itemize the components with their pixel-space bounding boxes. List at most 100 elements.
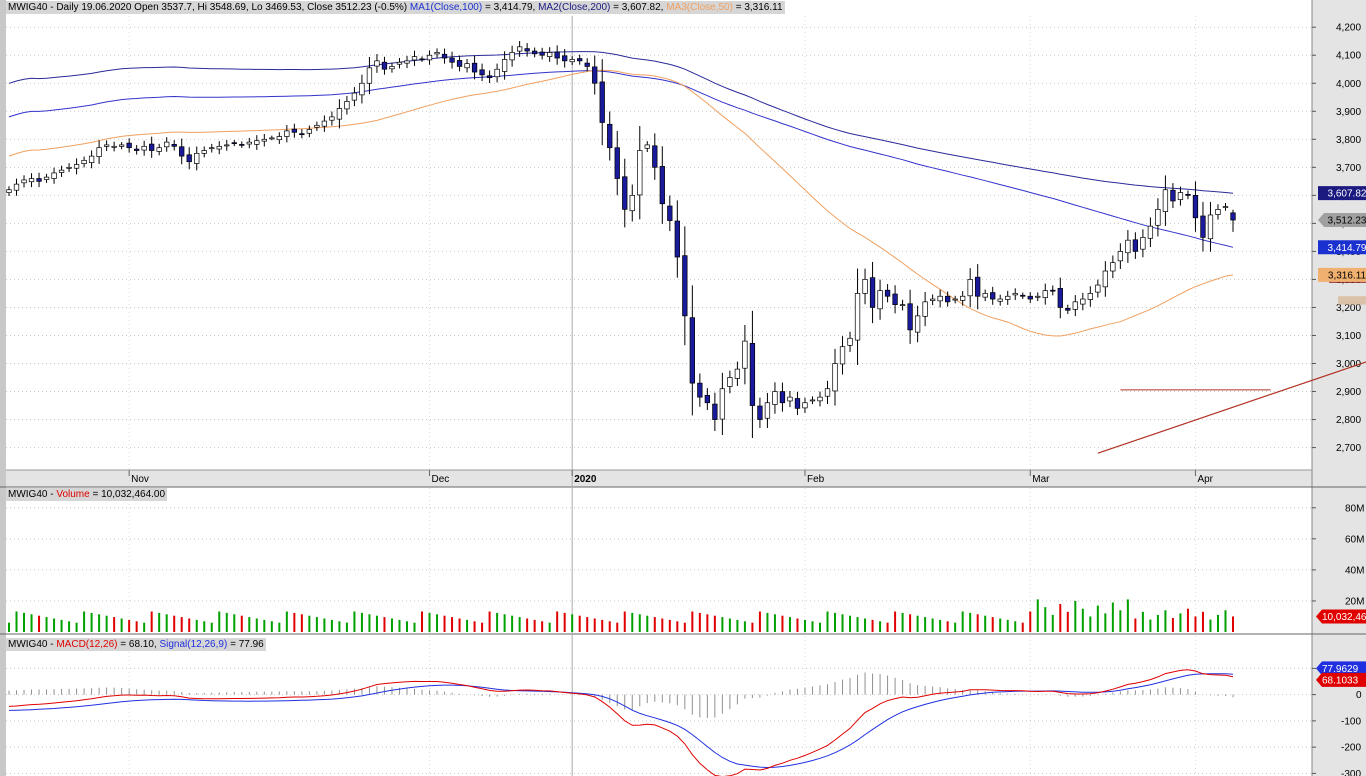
- volume-bar: [743, 621, 746, 632]
- volume-bar: [698, 612, 701, 632]
- volume-bar: [503, 614, 506, 632]
- price-candle: [118, 144, 125, 147]
- price-candle: [58, 169, 65, 173]
- signal-legend-value: = 77.96: [227, 639, 264, 650]
- volume-bar: [451, 617, 454, 632]
- price-candle: [134, 148, 140, 151]
- price-candle: [637, 150, 643, 196]
- price-axis-label: 4,200: [1336, 23, 1361, 34]
- volume-bar: [143, 622, 146, 632]
- volume-bar: [706, 614, 709, 632]
- price-candle: [111, 145, 117, 148]
- price-candle: [607, 123, 613, 149]
- volume-bar: [841, 614, 844, 632]
- volume-bar: [150, 611, 153, 632]
- price-candle: [434, 52, 440, 55]
- price-candle: [719, 388, 726, 420]
- volume-bar: [533, 619, 536, 632]
- price-candle: [291, 128, 297, 133]
- volume-bar: [834, 612, 837, 632]
- price-candle: [892, 293, 898, 306]
- price-candle: [314, 124, 320, 128]
- volume-bar: [623, 611, 626, 632]
- price-candle: [1170, 189, 1176, 202]
- price-candle: [832, 363, 838, 392]
- price-candle: [13, 183, 20, 191]
- price-axis-label: 4,000: [1336, 79, 1361, 90]
- volume-bar: [1201, 611, 1204, 632]
- price-candle: [667, 205, 673, 221]
- price-candle: [419, 58, 425, 61]
- volume-bar: [939, 619, 942, 632]
- volume-bar: [1029, 611, 1032, 632]
- volume-bar: [601, 619, 604, 632]
- price-candle: [1222, 206, 1229, 208]
- price-candle: [952, 298, 958, 301]
- price-candle: [1200, 215, 1206, 238]
- price-candle: [1155, 209, 1161, 226]
- macd-panel-header: MWIG40 - MACD(12,26) = 68.10, Signal(12,…: [6, 638, 266, 651]
- volume-bar: [1119, 610, 1122, 632]
- price-candle: [404, 60, 410, 64]
- volume-bar: [165, 614, 168, 632]
- volume-bar: [864, 618, 867, 632]
- volume-bar: [15, 611, 18, 632]
- price-candle: [697, 382, 703, 398]
- price-candle: [997, 298, 1003, 302]
- price-candle: [96, 147, 102, 157]
- volume-bar: [818, 622, 821, 632]
- price-candle: [351, 92, 358, 101]
- volume-bar: [263, 619, 266, 632]
- price-candle: [164, 141, 170, 148]
- volume-bar: [473, 621, 476, 632]
- price-axis-label: 3,100: [1336, 331, 1361, 342]
- volume-bar: [1149, 619, 1152, 632]
- close-value-tag-bg: [1318, 212, 1366, 227]
- price-candle: [261, 138, 267, 142]
- volume-bar: [736, 619, 739, 632]
- volume-bar: [916, 615, 919, 632]
- ma1-legend-value: = 3,414.79,: [482, 2, 536, 13]
- x-axis-label: Mar: [1032, 474, 1050, 485]
- volume-bar: [1194, 616, 1197, 632]
- volume-bar: [1126, 599, 1129, 632]
- ma2-value-tag: 3,607.82: [1318, 186, 1366, 201]
- price-candle: [629, 195, 635, 212]
- price-candle: [787, 396, 793, 402]
- price-candle: [1080, 298, 1086, 305]
- price-candle: [21, 179, 27, 184]
- volume-bar: [98, 614, 101, 632]
- ma1-value-tag-bg: [1318, 240, 1366, 255]
- price-candle: [554, 51, 560, 59]
- volume-axis-label: 60M: [1345, 534, 1364, 545]
- volume-bar: [240, 615, 243, 632]
- price-candle: [141, 145, 147, 151]
- price-candle: [1215, 209, 1221, 215]
- price-axis-label: 3,200: [1336, 303, 1361, 314]
- volume-bar: [969, 612, 972, 632]
- price-candle: [817, 396, 823, 402]
- price-candle: [922, 301, 928, 317]
- volume-bar: [751, 622, 754, 632]
- price-candle: [592, 66, 598, 84]
- price-candle: [66, 166, 72, 169]
- volume-bar: [1066, 611, 1069, 632]
- volume-bar: [188, 618, 191, 632]
- price-candle: [246, 141, 252, 145]
- price-candle: [824, 388, 831, 397]
- volume-bar: [53, 618, 56, 632]
- price-candle: [51, 172, 57, 179]
- volume-bar: [1179, 613, 1182, 632]
- price-candle: [1027, 295, 1033, 300]
- volume-bar: [1051, 614, 1054, 632]
- ma3-value-tag-bg: [1318, 267, 1366, 282]
- price-candle: [937, 295, 943, 302]
- volume-bar: [300, 614, 303, 632]
- volume-bar: [976, 614, 979, 632]
- price-candle: [1095, 284, 1101, 293]
- volume-bar: [796, 618, 799, 632]
- price-candle: [727, 377, 733, 387]
- volume-bar: [991, 617, 994, 632]
- support-zone: [1338, 296, 1366, 305]
